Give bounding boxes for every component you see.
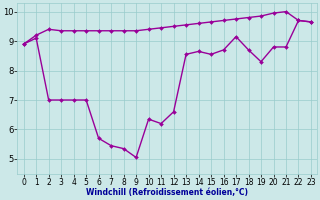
X-axis label: Windchill (Refroidissement éolien,°C): Windchill (Refroidissement éolien,°C) — [86, 188, 248, 197]
